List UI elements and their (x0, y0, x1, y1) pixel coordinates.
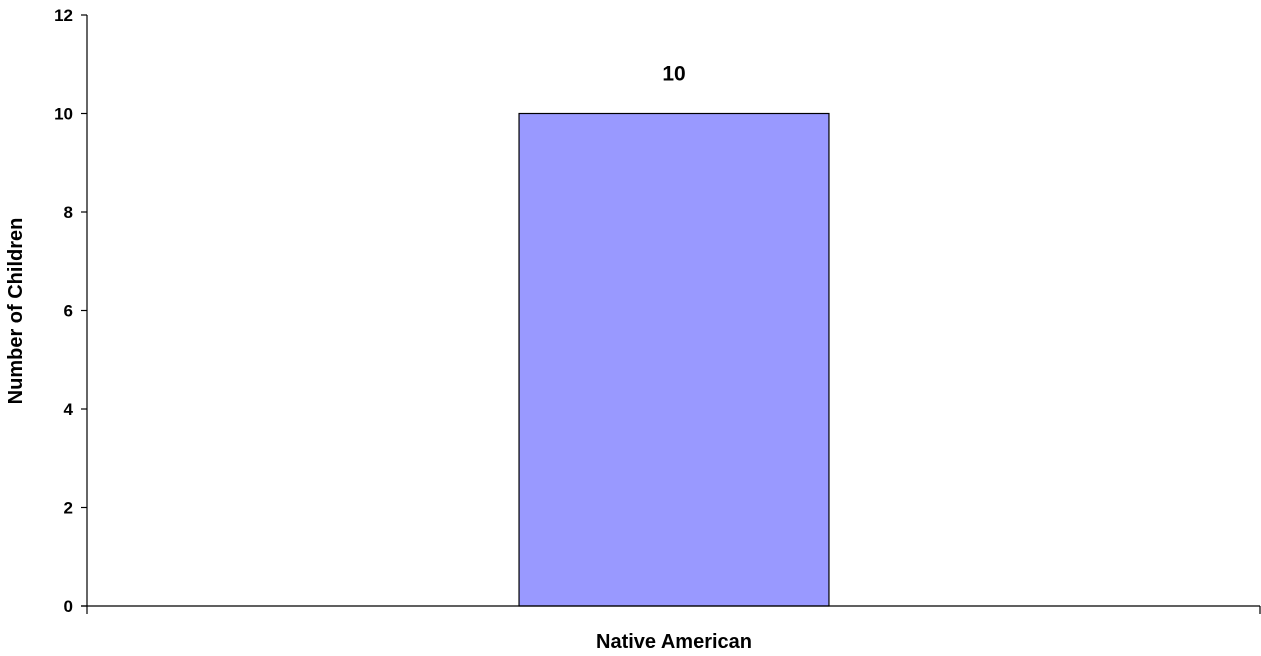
y-tick-label: 10 (54, 105, 73, 124)
y-tick-label: 6 (64, 302, 73, 321)
y-axis-title: Number of Children (5, 218, 27, 405)
y-tick-label: 12 (54, 6, 73, 25)
y-tick-label: 0 (64, 597, 73, 616)
y-axis-title-group: Number of Children (5, 218, 27, 405)
y-tick-label: 4 (64, 400, 74, 419)
bar-data-label: 10 (662, 63, 685, 86)
y-tick-label: 8 (64, 203, 73, 222)
bar-native-american (518, 112, 830, 607)
plot-area: 0 2 4 6 8 10 12 10 Native American (54, 6, 1261, 653)
y-tick-label: 2 (64, 499, 73, 518)
x-category-label: Native American (596, 631, 752, 653)
